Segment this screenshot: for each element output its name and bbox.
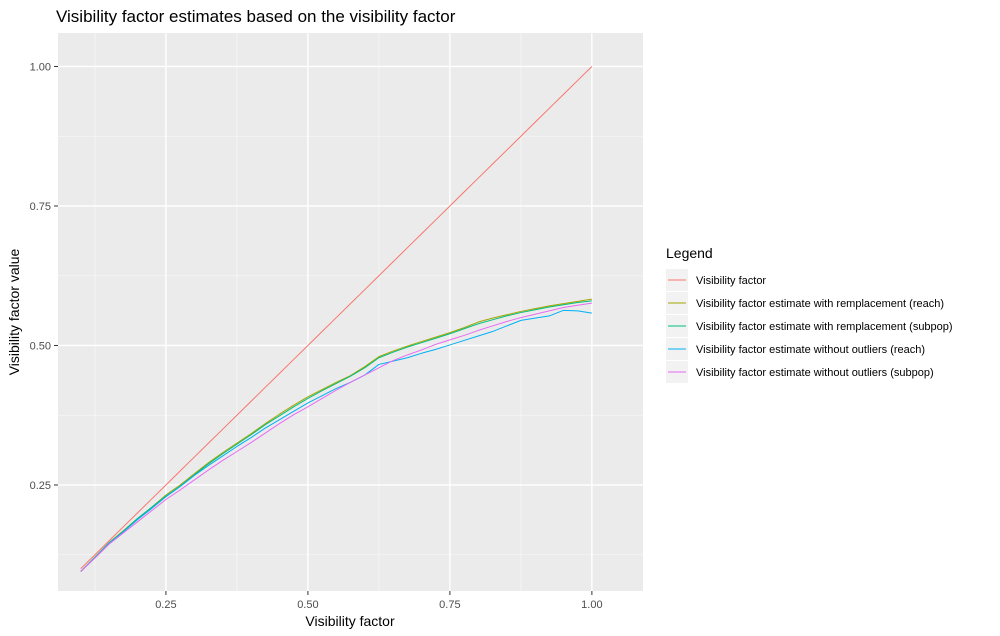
legend-label: Visibility factor estimate without outli… <box>696 367 934 379</box>
x-axis-title: Visibility factor <box>305 613 395 629</box>
x-tick-label: 0.25 <box>155 599 176 611</box>
legend-label: Visibility factor estimate without outli… <box>696 344 925 356</box>
series-line <box>80 298 592 572</box>
series-lines <box>80 66 593 572</box>
major-gridlines <box>58 33 643 591</box>
legend-items: Visibility factor Visibility factor estim… <box>666 269 953 383</box>
legend-label: Visibility factor estimate with remplace… <box>696 321 953 333</box>
series-line <box>80 66 593 570</box>
legend-title: Legend <box>666 245 713 261</box>
y-tick-label: 0.75 <box>30 201 51 213</box>
y-tick-label: 0.50 <box>30 340 51 352</box>
y-tick-label: 0.25 <box>30 480 51 492</box>
legend-label: Visibility factor estimate with remplace… <box>696 298 944 310</box>
series-line <box>80 302 592 572</box>
y-axis-title: Visibility factor value <box>6 249 22 376</box>
legend-label: Visibility factor <box>696 275 766 287</box>
x-tick-label: 0.75 <box>439 599 460 611</box>
x-axis-ticks: 0.25 0.50 0.75 1.00 <box>155 591 603 611</box>
x-tick-label: 1.00 <box>581 599 602 611</box>
chart-title: Visibility factor estimates based on the… <box>56 7 456 26</box>
y-tick-label: 1.00 <box>30 61 51 73</box>
minor-gridlines <box>58 33 643 591</box>
plot-panel <box>58 33 643 591</box>
x-tick-label: 0.50 <box>297 599 318 611</box>
y-axis-ticks: 0.25 0.50 0.75 1.00 <box>30 61 58 492</box>
series-line <box>80 309 592 572</box>
